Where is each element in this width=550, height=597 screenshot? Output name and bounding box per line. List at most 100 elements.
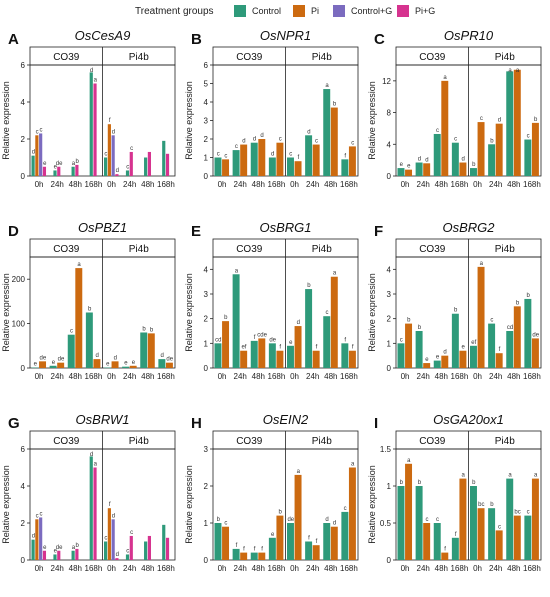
y-tick-label: 1 <box>387 339 392 348</box>
x-tick-label: 0h <box>473 180 482 189</box>
y-tick-label: 3 <box>204 117 209 126</box>
bar <box>39 517 43 560</box>
significance-label: b <box>418 325 422 331</box>
bar <box>42 550 47 560</box>
significance-label: de <box>287 517 294 523</box>
bar <box>433 133 441 176</box>
x-tick-label: 48h <box>435 564 448 573</box>
x-tick-label: 168h <box>523 180 541 189</box>
significance-label: e <box>132 360 136 366</box>
significance-label: e <box>289 340 293 346</box>
y-tick-label: 2 <box>21 135 26 144</box>
significance-label: a <box>72 545 76 551</box>
significance-label: f <box>236 543 238 549</box>
significance-label: b <box>534 117 538 123</box>
significance-label: d <box>462 157 465 163</box>
x-tick-label: 24h <box>234 180 247 189</box>
significance-label: c <box>400 337 403 343</box>
y-tick-label: 4 <box>204 98 209 107</box>
significance-label: b <box>400 480 404 486</box>
bar <box>268 343 276 368</box>
bar <box>104 541 108 560</box>
panel-title: OsCesA9 <box>75 28 131 43</box>
bar <box>53 170 57 176</box>
bar <box>305 289 313 368</box>
significance-label: f <box>499 347 501 353</box>
x-tick-label: 24h <box>234 372 247 381</box>
y-tick-label: 5 <box>204 80 209 89</box>
bar <box>423 163 431 176</box>
significance-label: ef <box>471 340 476 346</box>
facet-label: Pi4b <box>312 52 332 63</box>
y-tick-label: 0 <box>204 172 209 181</box>
significance-label: f <box>344 337 346 343</box>
significance-label: c <box>527 510 530 516</box>
significance-label: d <box>498 118 501 124</box>
significance-label: d <box>271 152 274 158</box>
bar <box>276 350 284 368</box>
y-tick-label: 4 <box>204 265 209 274</box>
facet-label: CO39 <box>419 244 446 255</box>
significance-label: c <box>36 129 39 135</box>
x-tick-label: 24h <box>489 180 502 189</box>
bar <box>125 170 130 176</box>
facet-label: CO39 <box>236 436 263 447</box>
y-tick-label: 6 <box>204 61 209 70</box>
significance-label: d <box>112 513 115 519</box>
bar <box>459 162 467 176</box>
significance-label: e <box>43 161 47 167</box>
significance-label: a <box>325 83 329 89</box>
bar <box>129 535 133 560</box>
significance-label: c <box>425 517 428 523</box>
bar <box>35 519 39 560</box>
facet-label: CO39 <box>419 52 446 63</box>
bar <box>287 345 294 368</box>
significance-label: c <box>498 524 501 530</box>
x-tick-label: 48h <box>252 372 265 381</box>
x-tick-label: 24h <box>123 564 136 573</box>
legend-swatch-pi-g <box>397 5 409 17</box>
bar <box>222 159 230 176</box>
bar <box>107 124 111 176</box>
significance-label: c <box>315 139 318 145</box>
significance-label: c <box>130 146 133 152</box>
bar <box>524 139 532 176</box>
bar <box>513 69 521 176</box>
bar <box>294 161 302 176</box>
significance-label: d <box>112 129 115 135</box>
bar <box>115 558 119 560</box>
x-tick-label: 24h <box>123 180 136 189</box>
y-tick-label: 4 <box>387 265 392 274</box>
bar <box>250 552 258 560</box>
bar <box>57 550 61 560</box>
x-tick-label: 168h <box>268 564 286 573</box>
x-tick-label: 24h <box>51 180 64 189</box>
bar <box>85 312 93 368</box>
significance-label: a <box>407 458 411 464</box>
significance-label: b <box>418 480 422 486</box>
bar <box>488 144 496 176</box>
bar <box>165 153 170 176</box>
panel-c: C OsPR10 CO39 Pi4b 0 4 8 12 Relative expression e… <box>367 28 542 189</box>
x-tick-label: 24h <box>489 372 502 381</box>
significance-label: e <box>52 360 56 366</box>
y-tick-label: 6 <box>21 61 26 70</box>
bar <box>111 135 115 176</box>
panel-letter: A <box>8 31 19 48</box>
bar <box>451 142 459 176</box>
significance-label: c <box>39 511 42 517</box>
bar <box>495 353 503 368</box>
x-tick-label: 0h <box>218 180 227 189</box>
panels: A OsCesA9 CO39 Pi4b 0 2 4 6 Relative expression d… <box>1 28 542 573</box>
bar <box>323 316 331 368</box>
significance-label: c <box>224 153 227 159</box>
x-tick-label: 168h <box>268 180 286 189</box>
significance-label: de <box>532 332 539 338</box>
y-tick-label: 0 <box>387 172 392 181</box>
x-tick-label: 24h <box>489 564 502 573</box>
bar <box>104 367 111 369</box>
bar <box>147 333 155 368</box>
significance-label: f <box>109 118 111 124</box>
bar <box>31 539 35 560</box>
